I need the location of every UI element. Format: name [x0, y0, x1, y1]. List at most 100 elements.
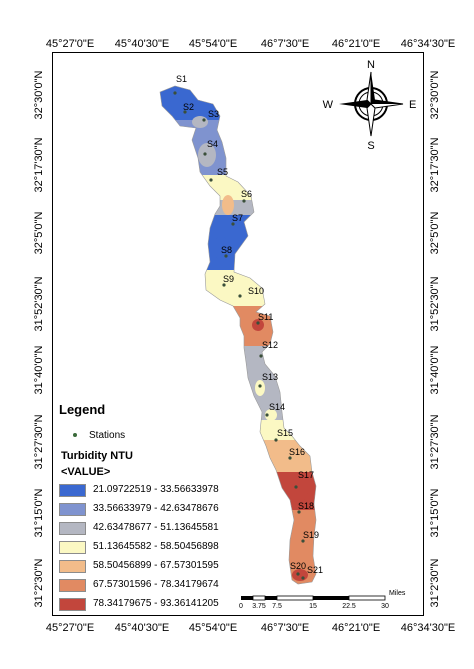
turbidity-hotspot	[265, 409, 277, 421]
station-label: S7	[232, 213, 243, 223]
station-marker	[265, 413, 269, 417]
legend-class-label: 58.50456899 - 67.57301595	[93, 560, 219, 571]
station-label: S11	[258, 312, 273, 322]
station-label: S20	[290, 561, 306, 571]
station-marker	[238, 294, 242, 298]
legend-swatch	[59, 503, 86, 516]
scale-tick-label: 0	[239, 603, 243, 610]
station-label: S16	[289, 447, 305, 457]
stations-layer: S1 S2 S3 S4 S5 S6 S7 S8 S9 S10 S11 S12 S13 S14 S15 S16 S…	[173, 74, 323, 580]
turbidity-zone	[160, 86, 240, 120]
scale-tick-label: 7.5	[272, 603, 282, 610]
legend-field-name: <VALUE>	[61, 466, 111, 478]
bottom-longitude-label: 45°27'0"E	[45, 622, 95, 634]
legend-class-label: 67.57301596 - 78.34179674	[93, 579, 219, 590]
turbidity-hotspot	[255, 380, 265, 396]
station-label: S9	[223, 274, 234, 284]
station-label: S18	[298, 501, 314, 511]
scale-tick-label: 22.5	[342, 603, 356, 610]
map-frame	[52, 52, 424, 616]
station-marker-icon	[73, 433, 77, 438]
bottom-longitude-label: 45°54'0"E	[188, 622, 238, 634]
legend-class-label: 33.56633979 - 42.63478676	[93, 503, 219, 514]
station-marker	[242, 199, 246, 203]
river-outline	[159, 85, 317, 585]
legend-swatch	[59, 522, 86, 535]
station-label: S15	[277, 428, 293, 438]
station-marker	[256, 321, 260, 325]
station-marker	[301, 539, 305, 543]
top-longitude-label: 46°7'30"E	[260, 38, 310, 50]
station-label: S13	[262, 372, 278, 382]
legend-class-label: 51.13645582 - 58.50456898	[93, 541, 219, 552]
top-longitude-label: 45°40'30"E	[114, 38, 170, 50]
legend-swatch	[59, 598, 86, 611]
legend-stations-entry: Stations	[73, 430, 125, 441]
legend-swatch	[59, 560, 86, 573]
legend-class-row: 51.13645582 - 58.50456898	[59, 541, 244, 555]
station-label: S17	[298, 470, 314, 480]
station-label: S4	[207, 139, 218, 149]
scale-tick-label: 30	[381, 603, 389, 610]
top-longitude-label: 45°54'0"E	[188, 38, 238, 50]
station-marker	[294, 485, 298, 489]
station-label: S8	[221, 245, 232, 255]
station-marker	[183, 110, 187, 114]
station-marker	[209, 178, 213, 182]
legend-class-row: 58.50456899 - 67.57301595	[59, 560, 244, 574]
top-longitude-label: 46°21'0"E	[331, 38, 381, 50]
turbidity-hotspot	[198, 143, 216, 167]
legend-class-row: 33.56633979 - 42.63478676	[59, 503, 244, 517]
station-marker	[288, 456, 292, 460]
legend-class-label: 78.34179675 - 93.36141205	[93, 598, 219, 609]
scale-unit-label: Miles	[389, 590, 406, 597]
turbidity-hotspot	[252, 319, 264, 331]
station-label: S5	[217, 167, 228, 177]
turbidity-hotspot	[214, 236, 228, 260]
south-label: S	[367, 140, 374, 152]
station-marker	[203, 152, 207, 156]
station-marker	[258, 384, 262, 388]
scale-tick-label: 15	[309, 603, 317, 610]
top-longitude-label: 45°27'0"E	[45, 38, 95, 50]
station-label: S12	[262, 340, 278, 350]
turbidity-hotspot	[288, 478, 308, 502]
station-label: S21	[307, 565, 323, 575]
turbidity-hotspot	[284, 450, 298, 462]
legend-class-row: 42.63478677 - 51.13645581	[59, 522, 244, 536]
station-marker	[297, 510, 301, 514]
station-marker	[202, 118, 206, 122]
station-marker	[231, 222, 235, 226]
legend-layer-name: Turbidity NTU	[61, 450, 133, 462]
legend-stations-label: Stations	[89, 430, 126, 441]
top-longitude-label: 46°34'30"E	[400, 38, 456, 50]
legend-class-row: 78.34179675 - 93.36141205	[59, 598, 244, 612]
station-marker	[274, 438, 278, 442]
station-label: S14	[269, 402, 285, 412]
north-label: N	[367, 59, 375, 71]
scale-tick-label: 3.75	[252, 603, 266, 610]
bottom-longitude-label: 45°40'30"E	[114, 622, 170, 634]
legend-class-row: 67.57301596 - 78.34179674	[59, 579, 244, 593]
station-marker	[173, 91, 177, 95]
station-label: S1	[176, 74, 187, 84]
bottom-longitude-label: 46°34'30"E	[400, 622, 456, 634]
legend-title: Legend	[59, 402, 106, 417]
legend-swatch	[59, 579, 86, 592]
turbidity-hotspot	[170, 96, 196, 110]
legend-class-label: 21.09722519 - 33.56633978	[93, 484, 219, 495]
station-marker	[259, 354, 263, 358]
station-label: S10	[248, 286, 264, 296]
turbidity-hotspot	[192, 116, 208, 128]
scale-bar	[241, 595, 386, 601]
legend-class-label: 42.63478677 - 51.13645581	[93, 522, 219, 533]
station-marker	[296, 572, 300, 576]
station-marker	[222, 283, 226, 287]
bottom-longitude-label: 46°7'30"E	[260, 622, 310, 634]
station-label: S19	[303, 530, 319, 540]
legend-swatch	[59, 541, 86, 554]
station-marker	[224, 254, 228, 258]
turbidity-zone	[235, 346, 295, 432]
north-arrow-icon: N S E W	[323, 59, 417, 152]
